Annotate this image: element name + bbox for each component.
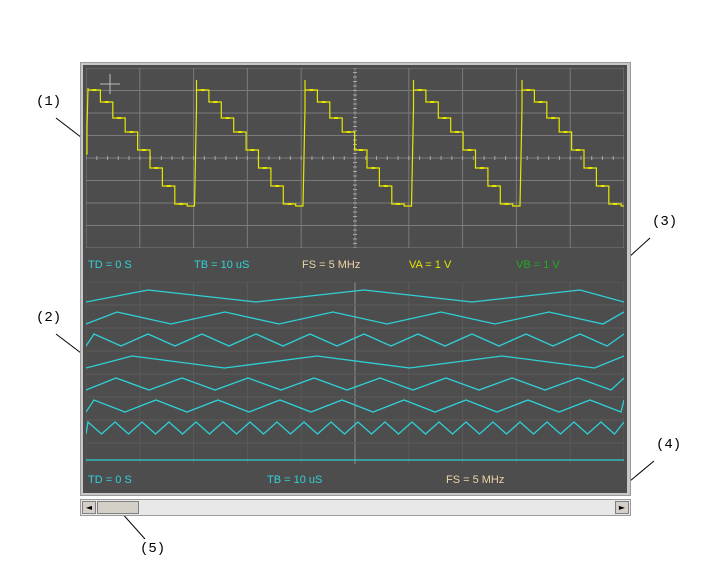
- arrow-left-icon: ◄: [85, 503, 93, 512]
- analog-sample-dot: [538, 101, 543, 103]
- analog-sample-dot: [250, 149, 255, 151]
- analog-sample-dot: [117, 117, 122, 119]
- analog-sample-dot: [526, 89, 531, 91]
- analog-sample-dot: [166, 185, 171, 187]
- crosshair-icon: [100, 74, 120, 94]
- leader-line-3: [627, 237, 651, 259]
- analog-sample-dot: [613, 203, 618, 205]
- analog-va-readout: VA = 1 V: [409, 259, 452, 271]
- digital-channel-trace: [86, 355, 624, 369]
- analog-sample-dot: [141, 149, 146, 151]
- scroll-right-button[interactable]: ►: [615, 501, 629, 514]
- analog-vb-readout: VB = 1 V: [516, 259, 560, 271]
- horizontal-scrollbar[interactable]: ◄ ►: [80, 499, 631, 516]
- digital-fs-readout: FS = 5 MHz: [446, 474, 505, 486]
- digital-traces: [86, 289, 624, 461]
- analog-sample-dot: [467, 149, 472, 151]
- digital-display[interactable]: [86, 282, 624, 464]
- digital-channel-trace: [86, 333, 624, 347]
- analog-sample-dot: [479, 167, 484, 169]
- analog-sample-dot: [321, 101, 326, 103]
- digital-channel-trace: [86, 377, 624, 391]
- analog-sample-dot: [225, 117, 230, 119]
- analog-fs-readout: FS = 5 MHz: [302, 259, 361, 271]
- arrow-right-icon: ►: [618, 503, 626, 512]
- analog-sample-dot: [442, 117, 447, 119]
- analog-sample-dot: [563, 131, 568, 133]
- analog-sample-dot: [104, 101, 109, 103]
- digital-channel-trace: [86, 311, 624, 325]
- analog-sample-dot: [396, 203, 401, 205]
- digital-channel-trace: [86, 399, 624, 413]
- leader-line-2: [55, 333, 82, 354]
- digital-channel-trace: [86, 420, 624, 435]
- analog-sample-dot: [262, 167, 267, 169]
- analog-sample-dot: [455, 131, 459, 133]
- digital-tb-readout: TB = 10 uS: [267, 474, 323, 486]
- analog-sample-dot: [358, 149, 363, 151]
- analog-sample-dot: [346, 131, 351, 133]
- analog-sample-dot: [213, 101, 218, 103]
- analog-sample-dot: [92, 89, 97, 91]
- analog-sample-dot: [334, 117, 339, 119]
- analog-tb-readout: TB = 10 uS: [194, 259, 250, 271]
- analog-sample-dot: [200, 89, 205, 91]
- digital-grid-lines: [86, 282, 624, 464]
- analog-sample-dot: [154, 167, 159, 169]
- scroll-left-button[interactable]: ◄: [82, 501, 96, 514]
- callout-3: (3): [652, 214, 678, 230]
- analog-sample-dot: [504, 203, 509, 205]
- analog-sample-dot: [275, 185, 280, 187]
- analog-sample-dot: [309, 89, 314, 91]
- analog-sample-dot: [417, 89, 422, 91]
- digital-td-readout: TD = 0 S: [88, 474, 132, 486]
- analog-sample-dot: [179, 203, 184, 205]
- leader-line-4: [629, 460, 655, 482]
- analog-sample-dot: [287, 203, 292, 205]
- analog-sample-dot: [430, 101, 435, 103]
- callout-2: (2): [36, 310, 62, 326]
- analog-sample-dot: [600, 185, 605, 187]
- callout-5: (5): [140, 541, 166, 557]
- analog-trace-dots: [92, 89, 618, 205]
- analog-sample-dot: [383, 185, 388, 187]
- analog-td-readout: TD = 0 S: [88, 259, 132, 271]
- analog-sample-dot: [129, 131, 134, 133]
- callout-4: (4): [656, 437, 682, 453]
- scrollbar-thumb[interactable]: [97, 501, 139, 514]
- analog-sample-dot: [551, 117, 556, 119]
- analog-sample-dot: [238, 131, 242, 133]
- analog-sample-dot: [492, 185, 497, 187]
- analog-sample-dot: [588, 167, 593, 169]
- callout-1: (1): [36, 94, 62, 110]
- analog-display[interactable]: [86, 68, 624, 248]
- analog-sample-dot: [371, 167, 376, 169]
- analog-sample-dot: [575, 149, 580, 151]
- digital-channel-trace: [86, 289, 624, 303]
